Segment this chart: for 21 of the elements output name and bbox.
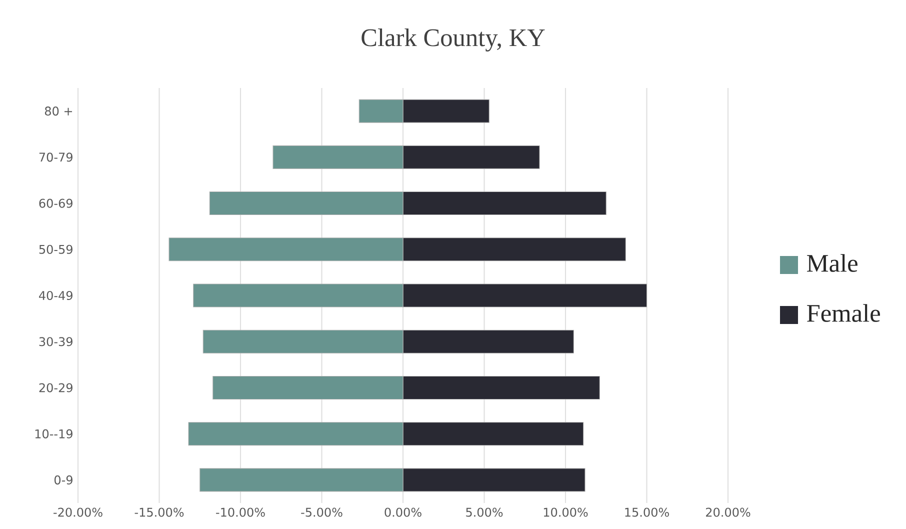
y-tick-label: 30-39 [39, 337, 72, 346]
x-tick-label: -15.00% [134, 508, 184, 517]
y-tick-label: 50-59 [39, 244, 72, 254]
y-tick-label: 70-79 [39, 152, 72, 162]
y-tick-label: 0-9 [54, 475, 72, 484]
x-tick-label: 10.00% [544, 508, 588, 517]
legend-label: Female [807, 304, 880, 322]
chart-title: Clark County, KY [362, 28, 545, 52]
x-tick-label: 0.00% [384, 508, 422, 517]
legend-label: Male [807, 254, 858, 272]
y-tick-label: 10--19 [35, 429, 72, 438]
y-tick-label: 20-29 [39, 383, 72, 392]
x-tick-label: -20.00% [54, 508, 102, 517]
x-tick-label: 5.00% [466, 508, 503, 517]
y-tick-label: 60-69 [39, 198, 72, 208]
x-tick-label: 20.00% [706, 508, 750, 517]
x-tick-label: -5.00% [301, 508, 342, 517]
y-tick-label: 80 + [44, 106, 72, 116]
x-tick-label: 15.00% [625, 508, 669, 517]
y-tick-label: 40-49 [39, 290, 72, 300]
x-tick-label: -10.00% [216, 508, 265, 517]
